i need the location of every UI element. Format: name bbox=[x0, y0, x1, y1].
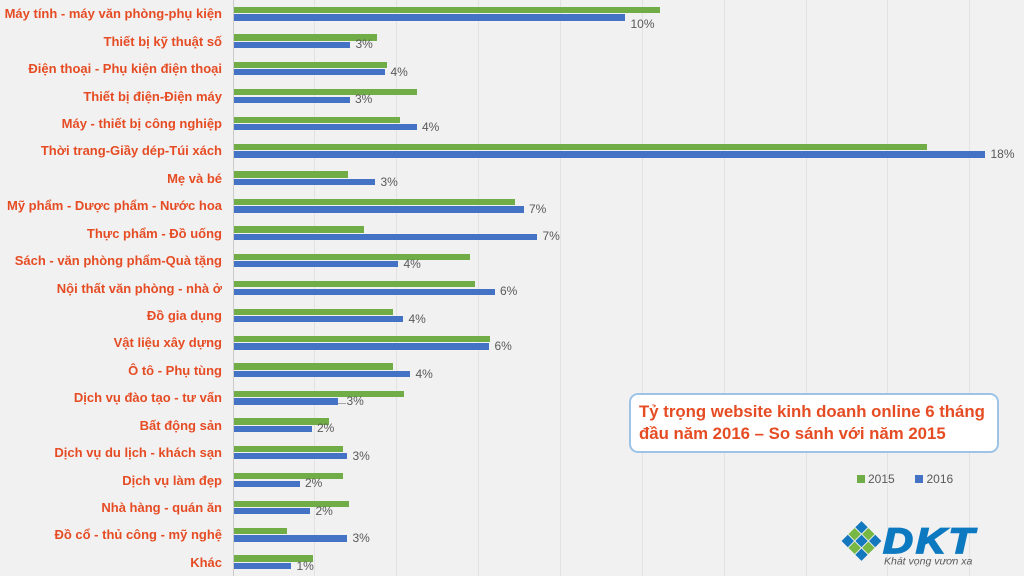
svg-text:DKT: DKT bbox=[883, 522, 978, 561]
svg-text:Khát vọng vươn xa: Khát vọng vươn xa bbox=[884, 556, 972, 568]
